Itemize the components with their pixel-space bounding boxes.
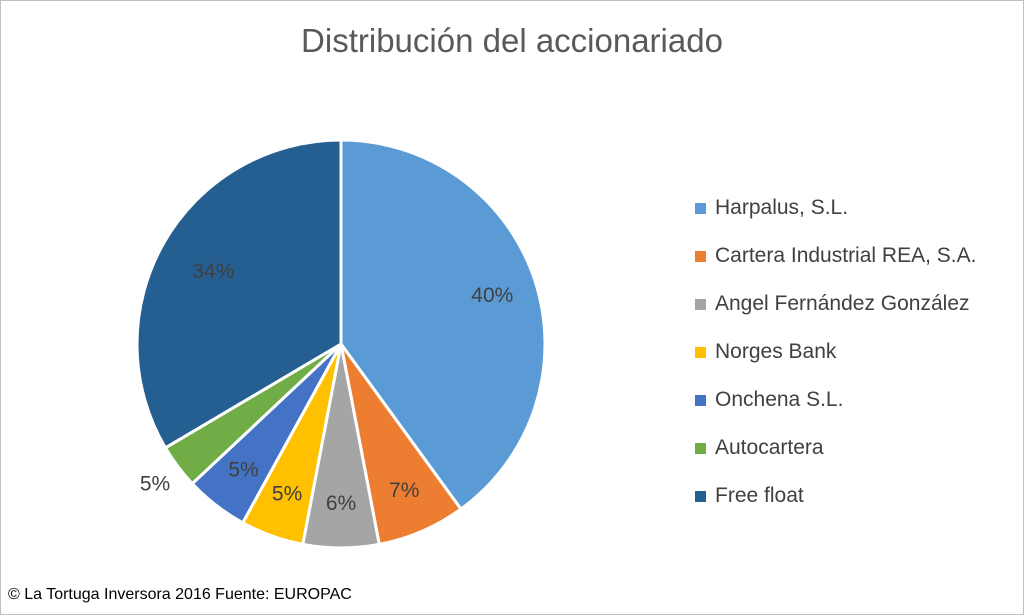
- legend-swatch: [695, 250, 706, 262]
- legend: Harpalus, S.L. Cartera Industrial REA, S.…: [695, 184, 976, 520]
- legend-item: Onchena S.L.: [695, 376, 976, 424]
- slice-data-label: 7%: [389, 479, 419, 502]
- chart-title: Distribución del accionariado: [301, 22, 723, 59]
- legend-label: Harpalus, S.L.: [715, 196, 849, 219]
- legend-swatch: [695, 202, 706, 214]
- legend-item: Norges Bank: [695, 328, 976, 376]
- legend-swatch: [695, 394, 706, 406]
- pie-slice: [339, 138, 547, 511]
- slice-data-label: 5%: [140, 473, 170, 496]
- legend-label: Cartera Industrial REA, S.A.: [715, 244, 977, 267]
- legend-label: Norges Bank: [715, 340, 837, 363]
- legend-swatch: [695, 298, 706, 310]
- slice-data-label: 5%: [272, 483, 302, 506]
- legend-item: Harpalus, S.L.: [695, 184, 976, 232]
- legend-label: Autocartera: [715, 436, 824, 459]
- pie-slices: [135, 138, 547, 550]
- legend-item: Free float: [695, 472, 976, 520]
- legend-item: Autocartera: [695, 424, 976, 472]
- legend-label: Free float: [715, 484, 804, 507]
- slice-data-label: 40%: [471, 284, 513, 307]
- legend-label: Angel Fernández González: [715, 292, 970, 315]
- copyright-footer: © La Tortuga Inversora 2016 Fuente: EURO…: [8, 586, 352, 603]
- legend-swatch: [695, 346, 706, 358]
- legend-label: Onchena S.L.: [715, 388, 844, 411]
- legend-item: Cartera Industrial REA, S.A.: [695, 232, 976, 280]
- slice-data-label: 5%: [228, 459, 258, 482]
- slice-data-label: 34%: [192, 260, 234, 283]
- slice-data-label: 6%: [326, 492, 356, 515]
- legend-swatch: [695, 490, 706, 502]
- legend-item: Angel Fernández González: [695, 280, 976, 328]
- pie-slice: [135, 138, 343, 450]
- pie-data-labels: 40% 7% 6% 5% 5% 5% 34%: [140, 260, 513, 515]
- legend-swatch: [695, 442, 706, 454]
